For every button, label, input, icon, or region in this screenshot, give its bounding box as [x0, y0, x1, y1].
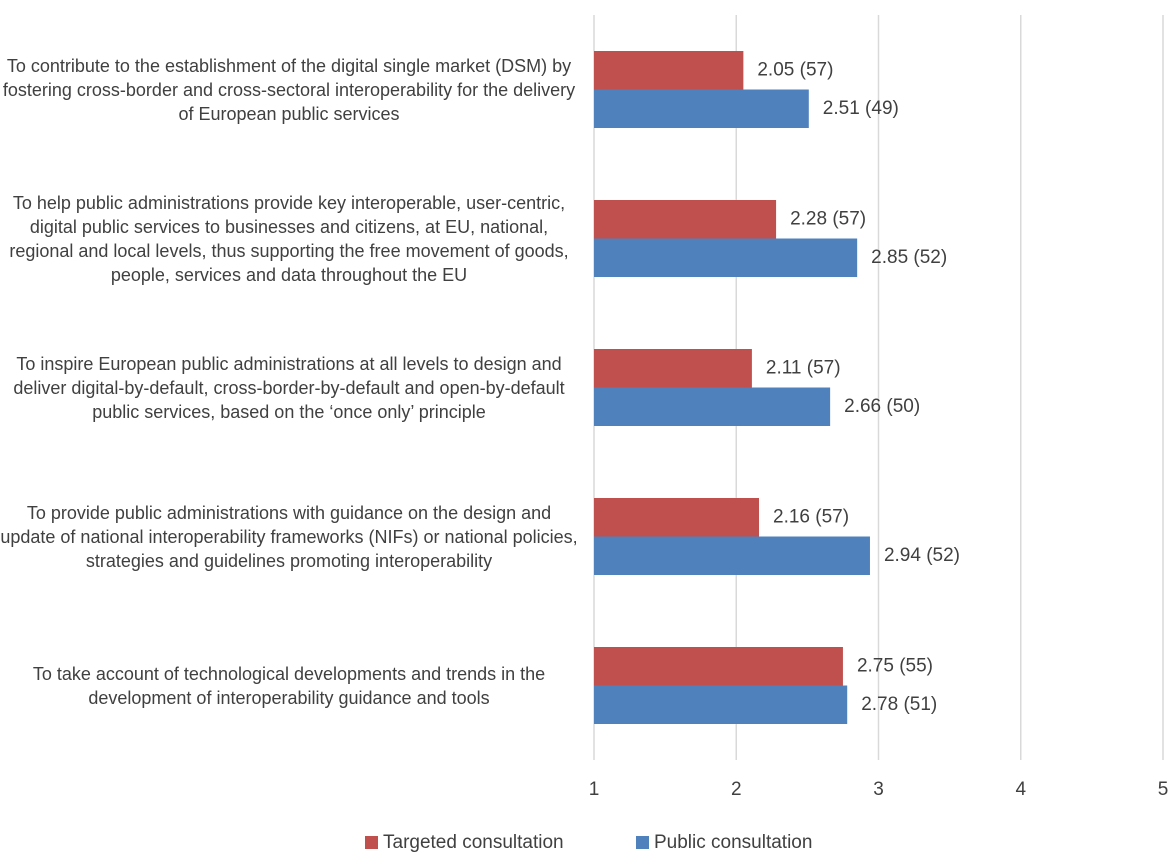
bar [594, 685, 848, 724]
category-label: To take account of technological develop… [32, 663, 546, 708]
bar [594, 89, 809, 128]
value-label: 2.28 (57) [790, 208, 866, 229]
x-tick-label: 1 [589, 779, 600, 800]
category-label: To inspire European public administratio… [13, 353, 565, 422]
value-label: 2.85 (52) [871, 247, 947, 268]
x-tick-label: 5 [1158, 779, 1168, 800]
bar [594, 349, 752, 388]
bar [594, 238, 858, 277]
legend-label: Targeted consultation [383, 832, 564, 853]
bar [594, 536, 870, 575]
value-label: 2.11 (57) [766, 357, 841, 378]
value-label: 2.05 (57) [757, 59, 833, 80]
legend-swatch [636, 836, 649, 849]
value-label: 2.16 (57) [773, 506, 849, 527]
legend-swatch [365, 836, 378, 849]
x-tick-label: 2 [731, 779, 742, 800]
bar [594, 387, 831, 426]
bar [594, 51, 744, 90]
bar [594, 647, 843, 686]
category-label: To contribute to the establishment of th… [2, 55, 576, 124]
category-label: To help public administrations provide k… [9, 192, 569, 285]
x-tick-label: 3 [873, 779, 884, 800]
legend-label: Public consultation [654, 832, 812, 853]
bar [594, 200, 777, 239]
value-label: 2.75 (55) [857, 655, 933, 676]
value-label: 2.94 (52) [884, 545, 960, 566]
category-label: To provide public administrations with g… [0, 502, 578, 571]
x-tick-label: 4 [1015, 779, 1026, 800]
value-label: 2.66 (50) [844, 396, 920, 417]
value-label: 2.78 (51) [861, 694, 937, 715]
value-label: 2.51 (49) [823, 98, 899, 119]
bar [594, 498, 760, 537]
